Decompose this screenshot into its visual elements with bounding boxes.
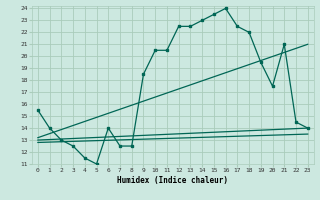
X-axis label: Humidex (Indice chaleur): Humidex (Indice chaleur): [117, 176, 228, 185]
